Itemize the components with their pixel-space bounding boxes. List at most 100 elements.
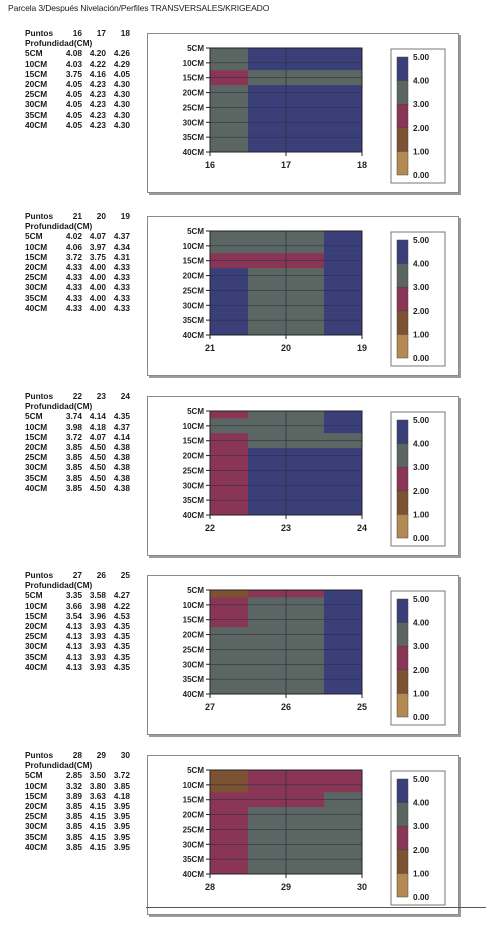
- table-row: 30CM 3.85 4.15 3.95: [25, 821, 130, 831]
- legend-label: 1.00: [413, 146, 430, 156]
- chart-frame: 5CM 10CM 15CM 20CM 25CM 30CM 35CM 40CM 22 23 24 5.0…: [147, 396, 459, 556]
- y-tick-label: 30CM: [183, 481, 205, 490]
- heatmap-cell: [324, 590, 362, 598]
- x-tick-label: 23: [281, 523, 291, 533]
- x-tick-label: 28: [205, 882, 215, 892]
- table-row: 35CM 4.05 4.23 4.30: [25, 110, 130, 120]
- table-cell: 4.50: [89, 472, 106, 483]
- table-cell: 3.85: [65, 801, 82, 812]
- puntos-value: 19: [120, 211, 130, 221]
- heatmap-cell: [210, 411, 248, 419]
- table-cell: 4.35: [113, 631, 130, 642]
- table-cell: 4.13: [65, 641, 82, 652]
- x-tick-label: 22: [205, 523, 215, 533]
- x-tick-label: 17: [281, 160, 291, 170]
- y-tick-label: 15CM: [183, 437, 205, 446]
- legend-label: 5.00: [413, 774, 430, 784]
- depth-label: 20CM: [25, 621, 48, 632]
- table-row: 40CM 4.33 4.00 4.33: [25, 303, 130, 313]
- table-cell: 3.35: [65, 590, 82, 601]
- table-row: 20CM 4.33 4.00 4.33: [25, 262, 130, 272]
- table-cell: 3.72: [65, 251, 82, 262]
- table-row: 15CM 3.54 3.96 4.53: [25, 611, 130, 621]
- data-table: Puntos 28 29 30 Profundidad(CM) 5CM 2.85 3.50 3.…: [25, 750, 130, 852]
- legend-label: 0.00: [413, 892, 430, 902]
- depth-label: 30CM: [25, 462, 48, 473]
- y-tick-label: 40CM: [183, 148, 205, 157]
- puntos-value: 17: [96, 28, 106, 38]
- table-cell: 4.27: [113, 590, 130, 601]
- x-tick-label: 21: [205, 343, 215, 353]
- table-cell: 4.00: [89, 292, 106, 303]
- depth-label: 5CM: [25, 48, 43, 59]
- legend-label: 2.00: [413, 845, 430, 855]
- legend-swatch: [396, 239, 409, 264]
- table-cell: 4.05: [65, 79, 82, 90]
- table-cell: 4.50: [89, 452, 106, 463]
- y-tick-label: 20CM: [183, 631, 205, 640]
- legend-swatch: [396, 286, 409, 312]
- legend-swatch: [396, 645, 409, 671]
- y-tick-label: 40CM: [183, 870, 205, 879]
- table-row: 30CM 3.85 4.50 4.38: [25, 462, 130, 472]
- y-tick-label: 15CM: [183, 616, 205, 625]
- table-cell: 4.30: [113, 89, 130, 100]
- legend: 5.00 4.00 3.00 2.00 1.00 0.00: [390, 411, 446, 547]
- depth-label: 15CM: [25, 610, 48, 621]
- legend-label: 1.00: [413, 688, 430, 698]
- y-tick-label: 35CM: [183, 133, 205, 142]
- depth-label: 15CM: [25, 68, 48, 79]
- depth-label: 10CM: [25, 780, 48, 791]
- table-cell: 3.93: [89, 641, 106, 652]
- table-cell: 4.16: [89, 68, 106, 79]
- table-cell: 4.14: [89, 411, 106, 422]
- y-tick-label: 10CM: [183, 781, 205, 790]
- depth-label: 35CM: [25, 292, 48, 303]
- legend-label: 1.00: [413, 509, 430, 519]
- table-row: 5CM 3.35 3.58 4.27: [25, 590, 130, 600]
- legend-swatch: [396, 310, 409, 335]
- y-tick-label: 5CM: [187, 227, 204, 236]
- x-tick-label: 19: [357, 343, 367, 353]
- table-cell: 4.38: [113, 462, 130, 473]
- table-header: Puntos 28 29 30: [25, 750, 130, 760]
- table-cell: 4.05: [113, 68, 130, 79]
- puntos-label: Puntos: [25, 750, 54, 760]
- table-cell: 4.15: [89, 801, 106, 812]
- puntos-label: Puntos: [25, 570, 54, 580]
- legend-swatch: [396, 127, 409, 152]
- y-tick-label: 25CM: [183, 286, 205, 295]
- legend-swatch: [396, 669, 409, 694]
- table-cell: 3.98: [65, 421, 82, 432]
- legend-label: 4.00: [413, 259, 430, 269]
- heatmap-cell: [210, 507, 248, 515]
- table-cell: 4.15: [89, 821, 106, 832]
- x-tick-label: 18: [357, 160, 367, 170]
- depth-label: 10CM: [25, 421, 48, 432]
- heatmap-cell: [324, 231, 362, 239]
- depth-label: 40CM: [25, 119, 48, 130]
- table-cell: 4.23: [89, 89, 106, 100]
- heatmap-cell: [210, 144, 248, 152]
- heatmap-cell: [210, 590, 248, 598]
- table-cell: 4.23: [89, 79, 106, 90]
- table-cell: 4.20: [89, 48, 106, 59]
- table-cell: 4.06: [65, 241, 82, 252]
- legend-label: 3.00: [413, 99, 430, 109]
- heatmap-cell: [210, 770, 248, 778]
- legend-label: 5.00: [413, 415, 430, 425]
- table-cell: 4.05: [65, 119, 82, 130]
- table-row: 30CM 4.33 4.00 4.33: [25, 282, 130, 292]
- table-cell: 3.85: [65, 811, 82, 822]
- data-table: Puntos 16 17 18 Profundidad(CM) 5CM 4.08 4.20 4.…: [25, 28, 130, 130]
- legend-label: 2.00: [413, 486, 430, 496]
- table-row: 35CM 3.85 4.50 4.38: [25, 473, 130, 483]
- table-header: Puntos 27 26 25: [25, 570, 130, 580]
- legend-label: 5.00: [413, 594, 430, 604]
- table-cell: 4.13: [65, 621, 82, 632]
- table-cell: 4.50: [89, 442, 106, 453]
- table-cell: 4.22: [89, 58, 106, 69]
- table-cell: 4.38: [113, 482, 130, 493]
- y-tick-label: 25CM: [183, 466, 205, 475]
- legend: 5.00 4.00 3.00 2.00 1.00 0.00: [390, 231, 446, 367]
